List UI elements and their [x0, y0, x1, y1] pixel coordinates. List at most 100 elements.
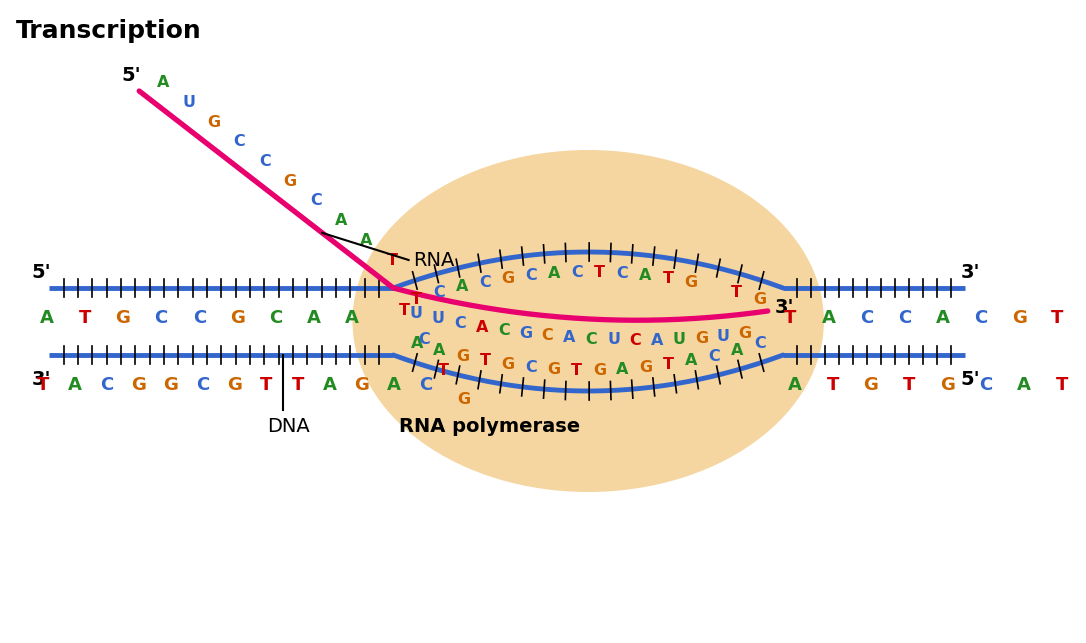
Text: C: C	[978, 376, 993, 394]
Text: A: A	[157, 75, 169, 90]
Text: G: G	[502, 358, 515, 372]
Text: G: G	[230, 309, 245, 327]
Text: C: C	[630, 332, 642, 348]
Text: A: A	[821, 309, 835, 327]
Text: G: G	[639, 361, 652, 376]
Text: U: U	[409, 306, 422, 321]
Text: A: A	[564, 331, 576, 345]
Text: A: A	[731, 343, 743, 358]
Text: T: T	[1056, 376, 1068, 394]
Text: C: C	[585, 332, 597, 347]
Text: T: T	[826, 376, 839, 394]
Text: U: U	[717, 329, 730, 344]
Text: G: G	[456, 349, 469, 363]
Text: C: C	[708, 349, 720, 363]
Text: G: G	[695, 331, 708, 345]
Text: T: T	[37, 376, 49, 394]
Text: T: T	[260, 376, 273, 394]
Text: 5': 5'	[122, 66, 141, 85]
Text: G: G	[863, 376, 879, 394]
Text: U: U	[673, 332, 686, 347]
Text: C: C	[754, 336, 766, 350]
Text: G: G	[738, 327, 752, 341]
Text: A: A	[40, 309, 53, 327]
Text: G: G	[593, 363, 606, 378]
Text: G: G	[207, 114, 220, 130]
Text: T: T	[784, 309, 796, 327]
Text: C: C	[974, 309, 987, 327]
Text: A: A	[787, 376, 801, 394]
Text: T: T	[662, 271, 673, 285]
Text: T: T	[662, 358, 673, 372]
Text: Transcription: Transcription	[16, 19, 202, 43]
Text: T: T	[594, 265, 605, 280]
Text: 3': 3'	[775, 298, 795, 317]
Text: T: T	[571, 363, 582, 378]
Text: C: C	[100, 376, 113, 394]
Text: G: G	[457, 392, 470, 408]
Text: C: C	[269, 309, 282, 327]
Ellipse shape	[353, 150, 824, 492]
Text: C: C	[542, 329, 554, 343]
Text: G: G	[115, 309, 130, 327]
Text: G: G	[753, 293, 767, 307]
Text: G: G	[1012, 309, 1026, 327]
Text: A: A	[387, 376, 401, 394]
Text: A: A	[616, 363, 629, 377]
Text: G: G	[940, 376, 955, 394]
Text: C: C	[419, 376, 432, 394]
Text: T: T	[412, 293, 422, 307]
Text: A: A	[456, 280, 469, 294]
Text: U: U	[607, 332, 620, 347]
Text: 5': 5'	[961, 370, 981, 389]
Text: G: G	[684, 275, 697, 289]
Text: C: C	[497, 323, 509, 338]
Text: G: G	[163, 376, 178, 394]
Text: A: A	[685, 354, 697, 368]
Text: C: C	[526, 267, 536, 282]
Text: A: A	[476, 320, 488, 334]
Text: C: C	[258, 154, 270, 169]
Text: C: C	[310, 194, 321, 208]
Text: A: A	[640, 267, 652, 282]
Text: U: U	[431, 311, 444, 326]
Text: C: C	[898, 309, 911, 327]
Text: C: C	[154, 309, 168, 327]
Text: G: G	[227, 376, 242, 394]
Text: T: T	[78, 309, 91, 327]
Text: RNA polymerase: RNA polymerase	[399, 417, 580, 437]
Text: G: G	[283, 174, 296, 189]
Text: C: C	[526, 361, 536, 376]
Text: T: T	[387, 253, 397, 267]
Text: G: G	[354, 376, 369, 394]
Text: A: A	[936, 309, 950, 327]
Text: T: T	[731, 285, 743, 300]
Text: C: C	[192, 309, 206, 327]
Text: A: A	[334, 213, 348, 228]
Text: DNA: DNA	[267, 417, 310, 437]
Text: C: C	[571, 265, 582, 280]
Text: A: A	[1016, 376, 1031, 394]
Text: T: T	[1051, 309, 1063, 327]
Text: C: C	[617, 266, 629, 280]
Text: C: C	[195, 376, 210, 394]
Text: 5': 5'	[31, 263, 51, 282]
Text: A: A	[68, 376, 81, 394]
Text: A: A	[361, 233, 372, 248]
Text: G: G	[131, 376, 147, 394]
Text: 3': 3'	[961, 263, 981, 282]
Text: C: C	[233, 134, 245, 149]
Text: T: T	[904, 376, 915, 394]
Text: A: A	[547, 266, 560, 280]
Text: C: C	[433, 285, 445, 300]
Text: A: A	[411, 336, 422, 350]
Text: T: T	[399, 302, 409, 318]
Text: A: A	[323, 376, 337, 394]
Text: T: T	[292, 376, 304, 394]
Text: C: C	[479, 275, 491, 289]
Text: A: A	[433, 343, 445, 358]
Text: 3': 3'	[31, 370, 51, 389]
Text: RNA: RNA	[413, 251, 454, 269]
Text: G: G	[519, 326, 532, 341]
Text: A: A	[652, 332, 664, 347]
